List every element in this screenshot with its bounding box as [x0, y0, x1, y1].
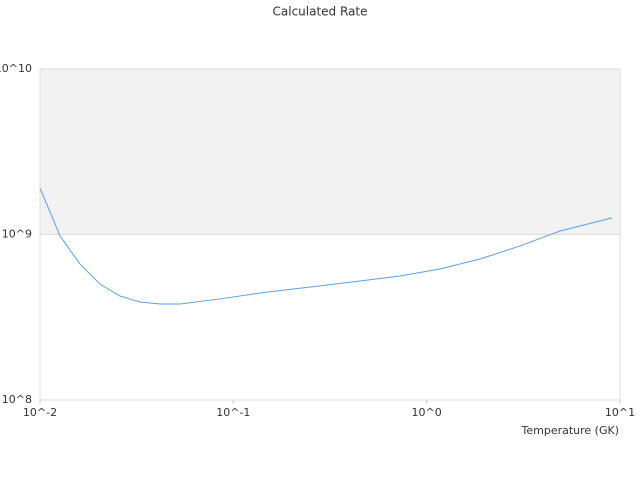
x-tick-label: 10^-2	[23, 406, 57, 419]
chart-title: Calculated Rate	[273, 5, 368, 19]
x-tick-label: 10^-1	[216, 406, 250, 419]
y-tick-label: 10^8	[2, 393, 32, 406]
x-axis-label: Temperature (GK)	[521, 424, 620, 437]
y-tick-label: 10^9	[2, 228, 32, 241]
plot-band	[40, 234, 620, 400]
plot-band	[40, 69, 620, 235]
line	[39, 187, 613, 305]
y-tick-label: 10^10	[0, 62, 32, 75]
x-tick-label: 10^0	[412, 406, 442, 419]
x-tick-label: 10^1	[605, 406, 635, 419]
